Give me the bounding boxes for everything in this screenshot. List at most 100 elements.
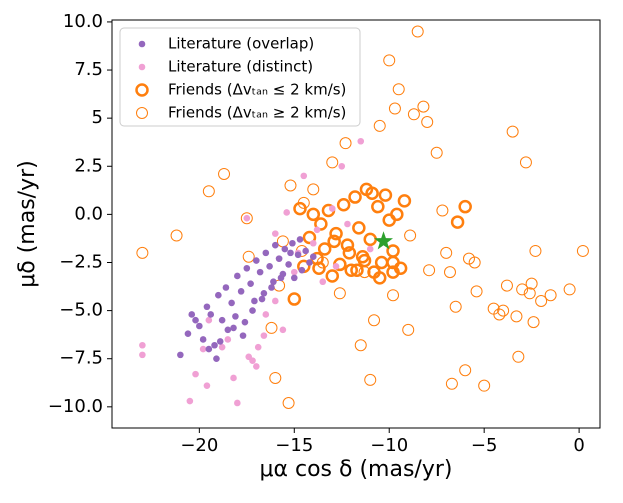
point [205, 316, 213, 324]
y-tick-label: −5.0 [59, 300, 103, 321]
point [302, 247, 309, 255]
point [271, 297, 279, 305]
point [293, 201, 307, 216]
point [397, 194, 412, 208]
point [440, 246, 453, 259]
point [327, 234, 341, 249]
point [445, 377, 458, 390]
point [512, 350, 525, 363]
point [436, 204, 449, 217]
point [139, 341, 146, 349]
point [368, 314, 381, 327]
point [352, 221, 366, 235]
point [186, 397, 194, 405]
point [269, 371, 282, 384]
point [402, 323, 415, 336]
point [285, 261, 292, 268]
point [390, 207, 404, 222]
y-tick-label: 7.5 [74, 59, 103, 80]
point [203, 382, 211, 389]
point [224, 336, 232, 343]
point [265, 321, 278, 334]
point [282, 396, 295, 409]
y-tick-label: 0.0 [74, 203, 103, 224]
point [271, 230, 279, 237]
point [421, 116, 434, 128]
point [462, 252, 475, 265]
legend-marker [138, 40, 146, 48]
point [254, 343, 262, 351]
point [527, 316, 540, 329]
point [228, 299, 235, 307]
point [506, 125, 519, 138]
point [430, 146, 443, 159]
point [230, 374, 237, 382]
point [378, 188, 393, 202]
legend-marker [135, 83, 149, 97]
point [281, 245, 289, 253]
legend-label: Friends (Δvₜₐₙ ≤ 2 km/s) [168, 81, 346, 99]
point [325, 269, 340, 283]
point [519, 156, 532, 169]
point [275, 255, 283, 262]
point [357, 253, 372, 268]
point [423, 264, 436, 277]
point [411, 25, 424, 38]
point [234, 399, 241, 407]
point [344, 220, 351, 228]
point [218, 316, 226, 324]
point [354, 339, 367, 352]
point [199, 336, 207, 343]
point [443, 266, 456, 279]
legend-label: Literature (overlap) [168, 35, 314, 53]
point [199, 345, 207, 353]
point [283, 209, 290, 216]
point [245, 353, 253, 361]
point [387, 289, 400, 302]
point [563, 283, 576, 296]
point [249, 307, 256, 314]
point [222, 284, 230, 291]
point [266, 263, 273, 270]
point [478, 379, 491, 392]
point [458, 199, 472, 214]
point [350, 263, 364, 277]
legend-label: Friends (Δvₜₐₙ ≥ 2 km/s) [168, 104, 346, 122]
point [328, 205, 336, 212]
point [290, 268, 298, 276]
point [516, 283, 529, 296]
point [287, 249, 294, 257]
point [239, 332, 247, 339]
point [326, 156, 339, 169]
point [339, 137, 352, 150]
point [309, 239, 317, 247]
point [348, 190, 362, 204]
point [576, 244, 589, 257]
point [307, 183, 320, 196]
point [371, 199, 385, 214]
point [529, 244, 542, 257]
point [535, 294, 548, 307]
point [188, 311, 196, 318]
point [366, 245, 374, 253]
point [262, 249, 270, 257]
point [251, 297, 258, 305]
point [493, 308, 506, 321]
point [497, 304, 510, 317]
point [523, 287, 536, 300]
point [276, 235, 289, 248]
x-tick-label: −5 [471, 435, 498, 456]
point [202, 185, 215, 198]
point [373, 119, 386, 132]
point [241, 318, 249, 326]
star-point [374, 231, 393, 250]
point [525, 277, 538, 290]
y-tick-label: 5 [92, 107, 103, 128]
point [296, 236, 304, 243]
point [234, 272, 241, 280]
y-tick-label: −10.0 [48, 396, 103, 417]
point [309, 253, 317, 261]
point [216, 338, 224, 345]
point [294, 251, 302, 259]
point [312, 261, 326, 276]
